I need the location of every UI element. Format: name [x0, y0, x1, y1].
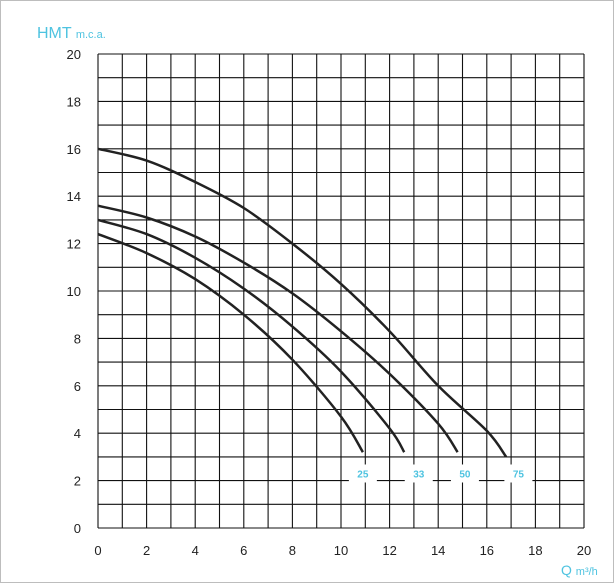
- curve-50: [98, 206, 458, 453]
- x-tick-label: 8: [289, 543, 296, 558]
- y-tick-label: 0: [74, 521, 81, 536]
- x-tick-label: 16: [480, 543, 494, 558]
- y-tick-label: 18: [67, 94, 81, 109]
- curve-33: [98, 220, 404, 452]
- y-tick-label: 10: [67, 284, 81, 299]
- curve-label-75: 75: [513, 469, 525, 480]
- x-tick-label: 10: [334, 543, 348, 558]
- y-tick-label: 6: [74, 379, 81, 394]
- curves: [98, 149, 506, 457]
- y-tick-label: 4: [74, 426, 81, 441]
- y-tick-label: 8: [74, 331, 81, 346]
- x-tick-label: 20: [577, 543, 591, 558]
- curve-75: [98, 149, 506, 457]
- y-tick-label: 2: [74, 474, 81, 489]
- x-tick-label: 18: [528, 543, 542, 558]
- grid: [98, 54, 584, 528]
- x-axis-label: Q m³/h: [561, 562, 598, 578]
- y-tick-label: 12: [67, 237, 81, 252]
- y-tick-label: 14: [67, 189, 81, 204]
- x-tick-label: 6: [240, 543, 247, 558]
- y-tick-labels: 0 2 4 6 8 10 12 14 16 18 20: [67, 47, 81, 536]
- x-tick-label: 4: [192, 543, 199, 558]
- y-tick-label: 20: [67, 47, 81, 62]
- curve-labels: 25 33 50 75: [349, 464, 533, 482]
- x-tick-label: 2: [143, 543, 150, 558]
- x-tick-labels: 0 2 4 6 8 10 12 14 16 18 20: [94, 543, 591, 558]
- curve-label-50: 50: [459, 469, 471, 480]
- y-axis-label: HMT m.c.a.: [37, 25, 106, 42]
- curve-label-25: 25: [357, 469, 369, 480]
- x-tick-label: 14: [431, 543, 445, 558]
- y-tick-label: 16: [67, 142, 81, 157]
- curve-label-33: 33: [413, 469, 425, 480]
- x-tick-label: 12: [382, 543, 396, 558]
- x-tick-label: 0: [94, 543, 101, 558]
